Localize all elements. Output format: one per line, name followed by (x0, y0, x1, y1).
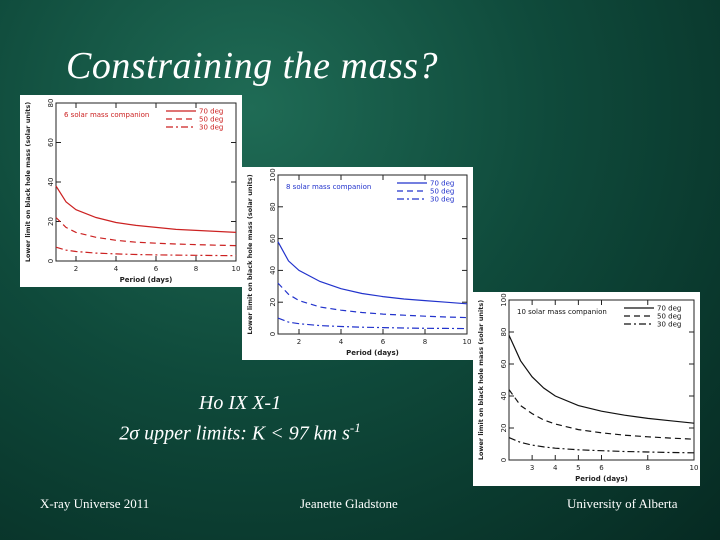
legend-label: 70 deg (430, 180, 454, 188)
x-tick-label: 8 (194, 265, 198, 273)
y-tick-label: 0 (500, 458, 508, 462)
y-tick-label: 60 (47, 138, 55, 147)
companion-annotation: 6 solar mass companion (64, 111, 149, 119)
legend-label: 50 deg (199, 116, 223, 124)
caption-limit-exponent: -1 (349, 420, 361, 435)
legend-label: 50 deg (657, 313, 681, 321)
y-tick-label: 100 (500, 293, 508, 306)
x-tick-label: 3 (530, 464, 534, 472)
x-tick-label: 2 (297, 338, 301, 346)
y-axis-label: Lower limit on black hole mass (solar un… (246, 174, 254, 334)
legend-label: 70 deg (199, 108, 223, 116)
x-tick-label: 4 (114, 265, 119, 273)
x-tick-label: 2 (74, 265, 78, 273)
x-tick-label: 4 (553, 464, 558, 472)
y-tick-label: 100 (269, 168, 277, 181)
series-line (55, 246, 237, 257)
y-tick-label: 40 (47, 178, 55, 187)
y-tick-label: 80 (47, 99, 55, 108)
footer-conference: X-ray Universe 2011 (40, 496, 150, 511)
y-tick-label: 60 (269, 234, 277, 243)
y-tick-label: 20 (500, 424, 508, 433)
x-tick-label: 10 (463, 338, 472, 346)
series-line (277, 282, 468, 319)
x-axis-label: Period (days) (346, 349, 399, 357)
y-tick-label: 40 (500, 392, 508, 401)
legend-label: 30 deg (657, 321, 681, 329)
x-tick-label: 5 (576, 464, 580, 472)
series-line (508, 334, 695, 424)
x-tick-label: 4 (339, 338, 344, 346)
companion-annotation: 8 solar mass companion (286, 183, 371, 191)
legend-label: 70 deg (657, 305, 681, 313)
slide-title: Constraining the mass? (66, 45, 439, 87)
y-axis-label: Lower limit on black hole mass (solar un… (24, 102, 32, 262)
series-line (55, 217, 237, 247)
x-axis-label: Period (days) (575, 475, 628, 483)
x-tick-label: 10 (690, 464, 699, 472)
chart-6-solar-mass: 2 4 6 8 10 0 20 40 60 80 Period (days) Lower limit … (24, 99, 241, 284)
x-axis-label: Period (days) (120, 276, 173, 284)
y-tick-label: 80 (500, 328, 508, 337)
series-line (508, 389, 695, 440)
series-line (508, 437, 695, 454)
y-tick-label: 0 (47, 259, 55, 263)
y-tick-label: 20 (269, 298, 277, 307)
y-tick-label: 20 (47, 217, 55, 226)
caption-source: Ho IX X-1 (198, 392, 282, 414)
x-tick-label: 8 (646, 464, 650, 472)
series-line (277, 241, 468, 305)
x-tick-label: 6 (381, 338, 386, 346)
series-line (277, 317, 468, 330)
y-tick-label: 60 (500, 360, 508, 369)
plot-6-solar-mass: 2 4 6 8 10 0 20 40 60 80 Period (days) Lower limit … (20, 95, 242, 287)
legend-label: 30 deg (199, 124, 223, 132)
y-tick-label: 0 (269, 332, 277, 336)
series-line (55, 185, 237, 233)
plot-8-solar-mass: 2 4 6 8 10 0 20 40 60 80 100 Period (days) Lower lim… (242, 167, 473, 360)
footer-institution: University of Alberta (567, 496, 678, 511)
companion-annotation: 10 solar mass companion (517, 308, 607, 316)
y-axis-label: Lower limit on black hole mass (solar un… (477, 300, 485, 460)
plot-10-solar-mass: 3 4 5 6 8 10 0 20 40 60 80 100 Period (days) Lower li… (473, 292, 700, 486)
x-tick-label: 6 (154, 265, 159, 273)
legend-label: 30 deg (430, 196, 454, 204)
footer-author: Jeanette Gladstone (300, 496, 398, 511)
legend-label: 50 deg (430, 188, 454, 196)
plot-frame (277, 174, 468, 335)
caption-limit: 2σ upper limits: K < 97 km s-1 (0, 420, 480, 446)
x-tick-label: 6 (599, 464, 604, 472)
caption-limit-text: 2σ upper limits: K < 97 km s (119, 422, 350, 445)
x-tick-label: 10 (232, 265, 241, 273)
x-tick-label: 8 (423, 338, 427, 346)
y-tick-label: 80 (269, 202, 277, 211)
y-tick-label: 40 (269, 266, 277, 275)
